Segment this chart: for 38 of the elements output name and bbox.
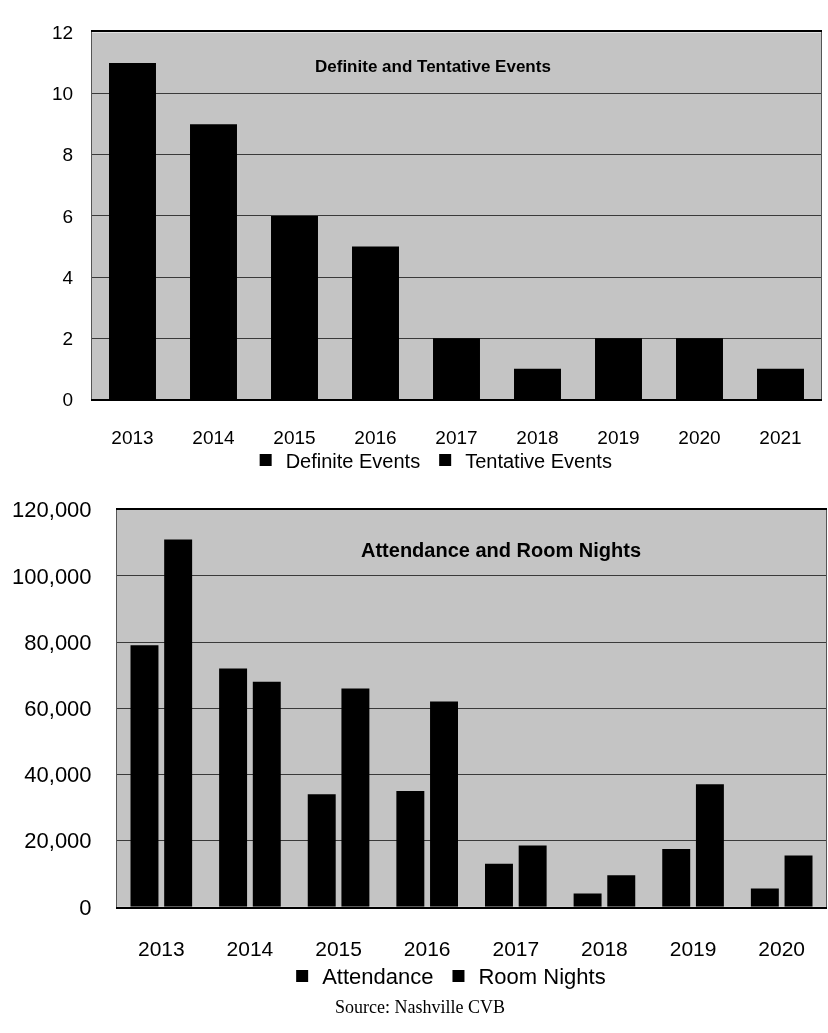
x-tick-label: 2017 [492,936,540,960]
source-note: Source: Nashville CVB [335,997,505,1017]
y-tick-label: 80,000 [24,629,92,655]
y-tick-label: 100,000 [12,563,92,589]
y-tick-label: 0 [79,894,92,920]
x-tick-label: 2014 [192,426,236,448]
x-tick-label: 2021 [759,426,802,448]
x-tick-label: 2019 [669,936,717,960]
x-tick-label: 2015 [273,426,316,448]
y-tick-label: 40,000 [24,762,92,788]
y-tick-label: 6 [62,205,74,227]
x-tick-label: 2020 [678,426,721,448]
y-tick-label: 120,000 [12,497,92,523]
x-tick-label: 2014 [226,936,274,960]
x-tick-label: 2019 [597,426,640,448]
x-tick-label: 2018 [581,936,628,960]
y-tick-label: 12 [52,22,74,44]
x-tick-label: 2016 [354,426,397,448]
y-tick-label: 4 [62,266,74,288]
text: Definite and Tentative Events [315,57,551,76]
x-tick-label: 2016 [403,936,451,960]
y-tick-label: 10 [52,83,74,105]
legend-label: Tentative Events [465,449,612,472]
legend-label: Room Nights [478,964,606,990]
y-tick-label: 60,000 [24,695,92,721]
x-tick-label: 2018 [516,426,559,448]
x-tick-label: 2020 [758,936,806,960]
x-tick-label: 2013 [111,426,154,448]
x-tick-label: 2015 [315,936,362,960]
y-tick-label: 2 [62,327,74,349]
text: Attendance and Room Nights [361,539,642,561]
y-tick-label: 20,000 [24,828,92,854]
y-tick-label: 8 [62,144,74,166]
y-tick-label: 0 [62,389,74,411]
legend-label: Definite Events [285,449,421,472]
x-tick-label: 2013 [137,936,185,960]
legend-label: Attendance [322,964,434,990]
x-tick-label: 2017 [435,426,478,448]
